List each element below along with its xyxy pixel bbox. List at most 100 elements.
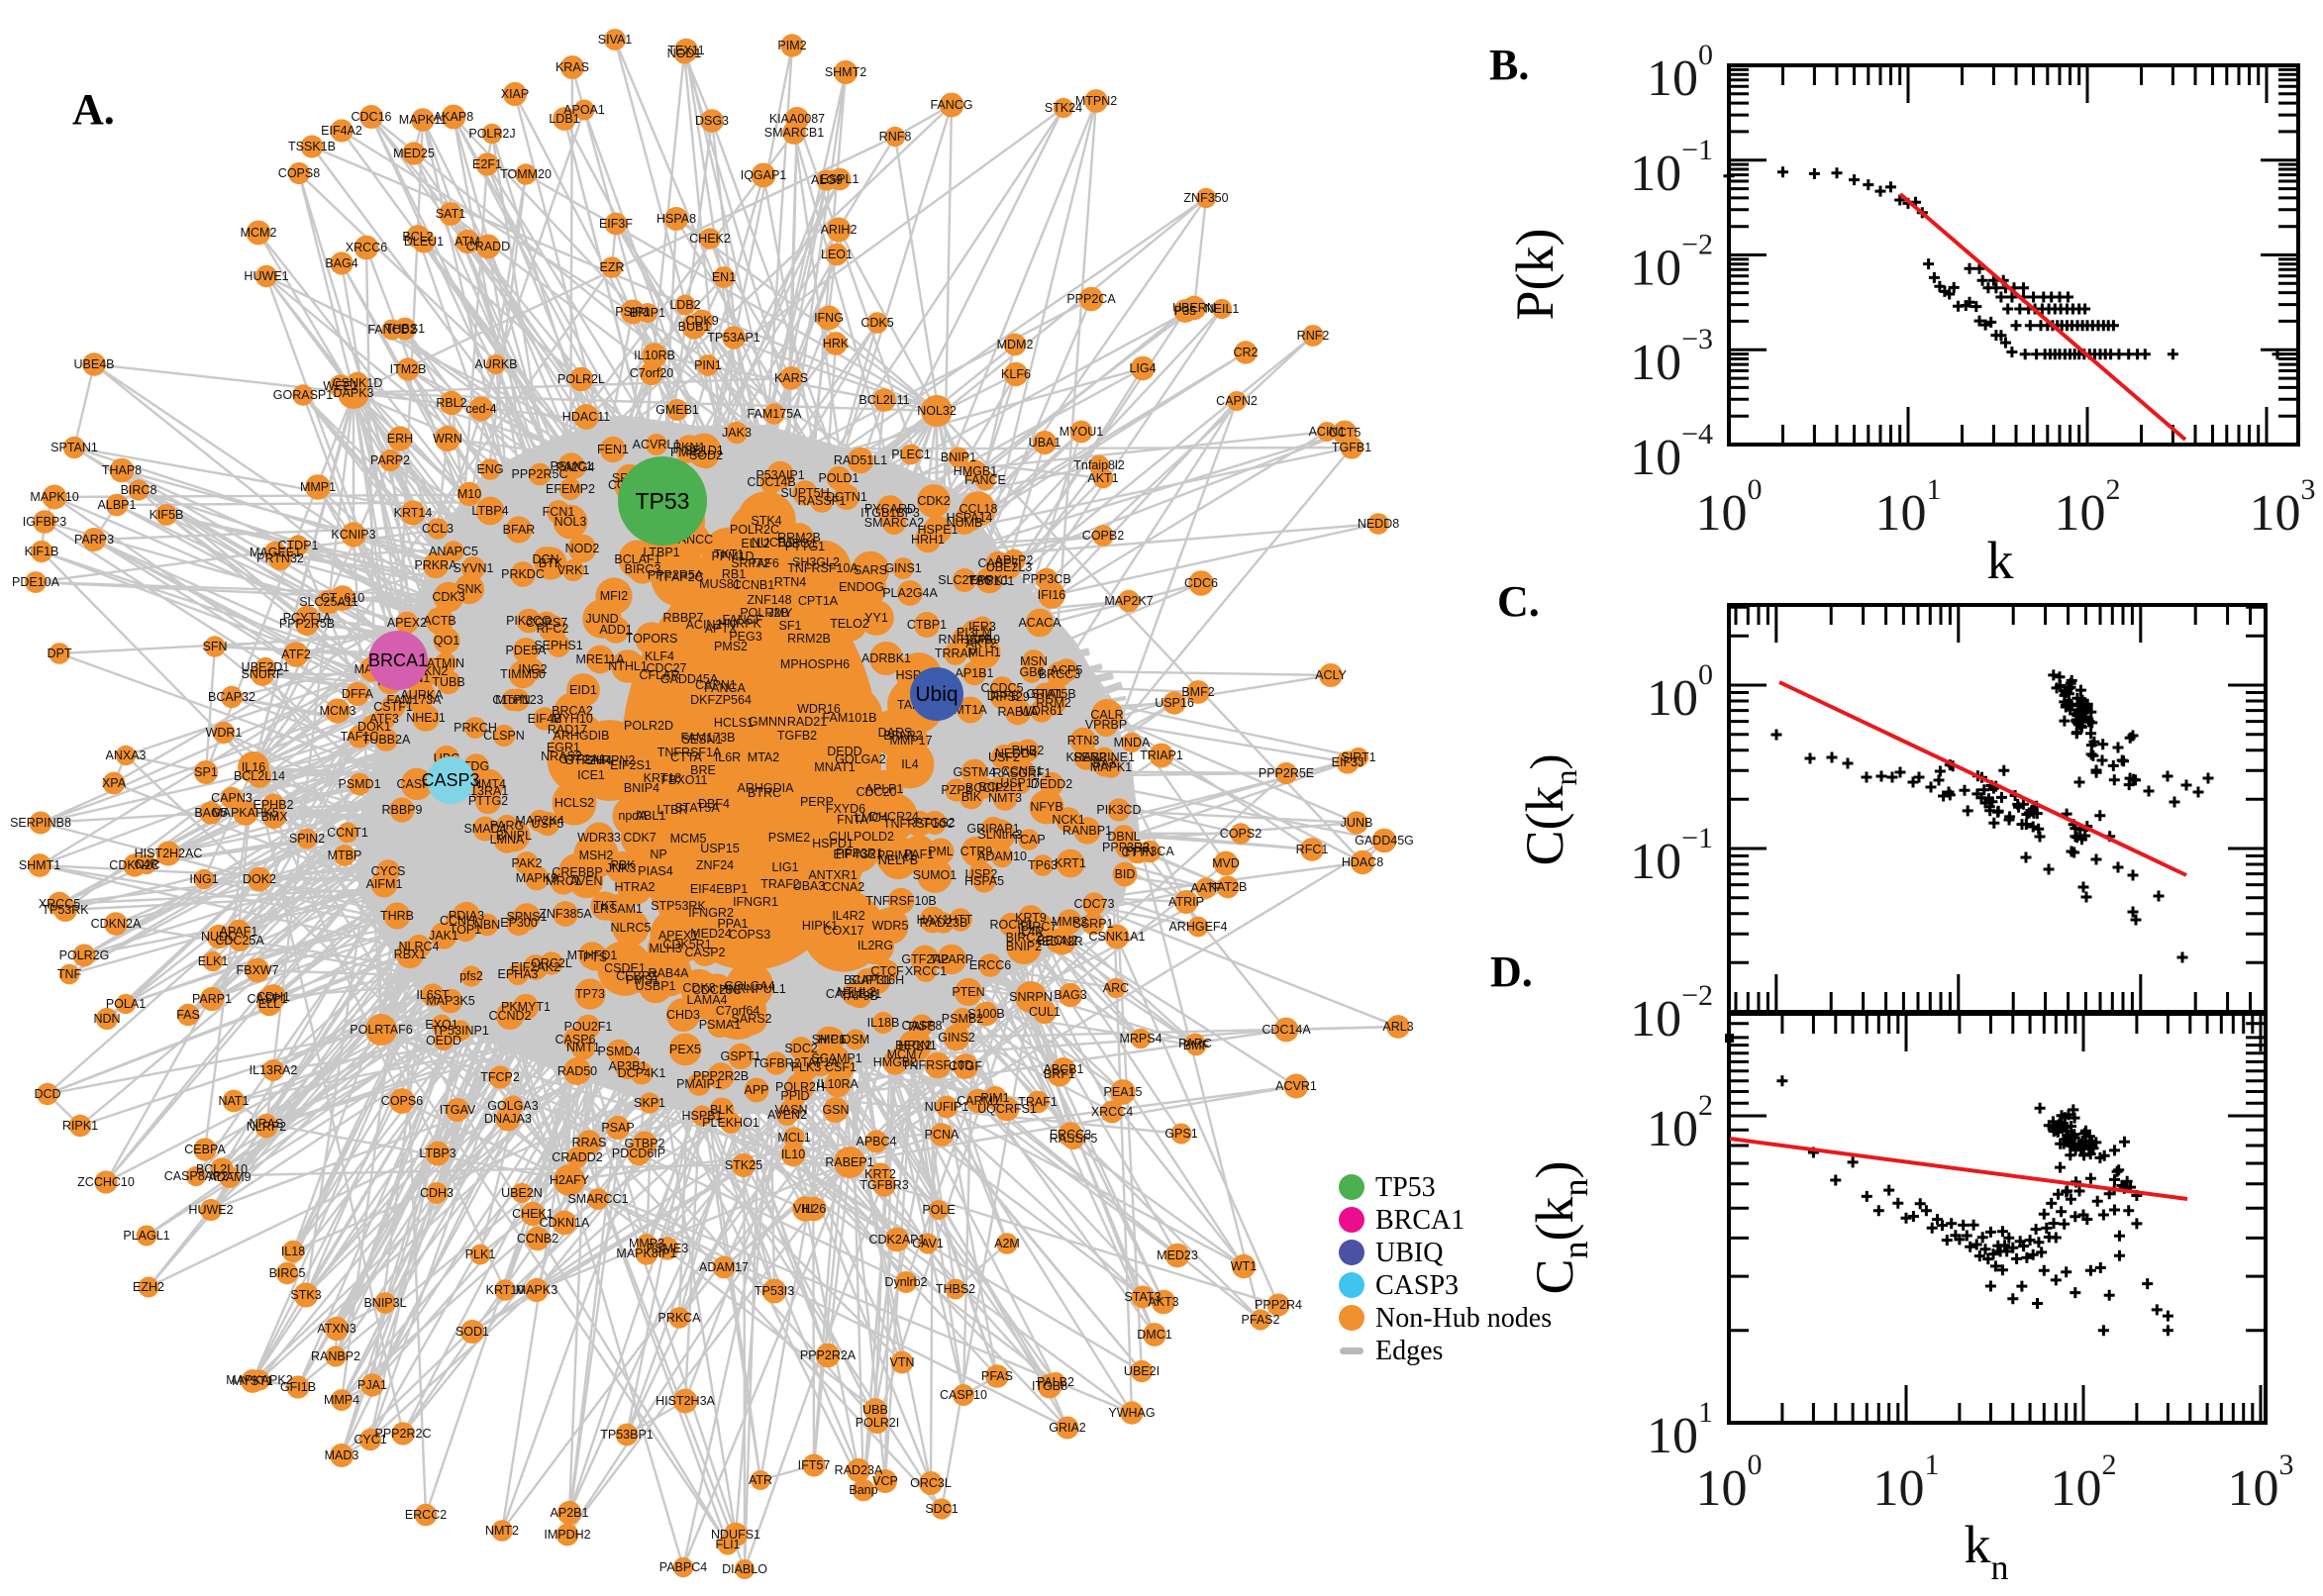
svg-text:NOL3: NOL3	[555, 515, 587, 529]
svg-text:ELK1: ELK1	[198, 954, 229, 968]
svg-text:MFI2: MFI2	[600, 589, 629, 603]
svg-text:EIF4EBP1: EIF4EBP1	[690, 882, 748, 896]
svg-text:GOLGA2: GOLGA2	[835, 752, 885, 766]
svg-text:CDC25A: CDC25A	[215, 934, 264, 948]
svg-text:TAF1C: TAF1C	[341, 730, 379, 744]
svg-text:MAP3K5: MAP3K5	[426, 994, 474, 1008]
svg-text:PEA15: PEA15	[1104, 1085, 1143, 1099]
svg-text:HRK: HRK	[823, 337, 850, 350]
svg-text:BNIP2: BNIP2	[1006, 940, 1042, 953]
svg-text:HSPA9: HSPA9	[960, 633, 1000, 647]
svg-text:NHEJ1: NHEJ1	[406, 711, 446, 725]
svg-text:POLR2J: POLR2J	[468, 127, 515, 141]
svg-text:ARL3: ARL3	[1382, 1020, 1413, 1034]
svg-text:MCM5: MCM5	[670, 832, 707, 846]
svg-text:AP2B1: AP2B1	[551, 1506, 589, 1520]
svg-text:RRM2B: RRM2B	[787, 632, 831, 646]
svg-text:CABLES1: CABLES1	[826, 987, 881, 1001]
svg-text:DCD: DCD	[34, 1087, 60, 1101]
svg-text:CDC16: CDC16	[352, 110, 392, 124]
svg-text:BIK: BIK	[961, 790, 982, 804]
svg-text:XRCC5: XRCC5	[39, 897, 80, 911]
svg-text:KRT14: KRT14	[394, 506, 433, 520]
svg-text:HSPA8: HSPA8	[656, 212, 696, 226]
svg-text:COPS3: COPS3	[729, 928, 770, 942]
svg-text:GSTM4: GSTM4	[953, 765, 995, 779]
svg-text:ING2: ING2	[518, 662, 547, 676]
svg-text:CASP8AP2: CASP8AP2	[164, 1169, 229, 1183]
svg-text:COX17: COX17	[824, 924, 864, 938]
svg-text:KRT18: KRT18	[644, 771, 682, 785]
svg-text:PRTN32: PRTN32	[256, 551, 304, 565]
svg-text:TOP1: TOP1	[450, 923, 481, 937]
svg-text:ENDOG: ENDOG	[839, 580, 884, 594]
svg-text:BMF: BMF	[1183, 1039, 1210, 1052]
svg-text:NTHL2: NTHL2	[837, 985, 876, 999]
svg-text:DFFA: DFFA	[342, 687, 374, 701]
svg-text:FAS: FAS	[176, 1008, 200, 1022]
svg-text:TOMM20: TOMM20	[500, 167, 552, 181]
svg-text:DNAJA3: DNAJA3	[484, 1112, 532, 1126]
svg-text:EPPK1: EPPK1	[969, 573, 1009, 587]
svg-text:CCNT1: CCNT1	[327, 826, 368, 840]
svg-text:KAT2B: KAT2B	[1209, 880, 1248, 894]
svg-text:CSTF1: CSTF1	[373, 700, 413, 714]
svg-text:CDC25C: CDC25C	[692, 983, 742, 997]
svg-text:POLR2C: POLR2C	[730, 523, 779, 537]
svg-text:TP53AP1: TP53AP1	[707, 331, 760, 345]
svg-text:APLP1: APLP1	[865, 782, 904, 796]
svg-text:CDKN2A: CDKN2A	[91, 917, 142, 931]
svg-text:NDN: NDN	[93, 1012, 120, 1026]
svg-text:MMP4: MMP4	[324, 1393, 359, 1407]
svg-text:SERPINE1: SERPINE1	[1073, 750, 1135, 764]
svg-text:EIF4A2: EIF4A2	[321, 124, 362, 138]
svg-text:PARC: PARC	[1178, 1037, 1212, 1050]
svg-text:BCL2L14: BCL2L14	[234, 769, 285, 783]
svg-text:PFAS: PFAS	[981, 1369, 1013, 1383]
svg-text:102: 102	[2051, 1448, 2117, 1517]
svg-text:SDC2: SDC2	[784, 1042, 817, 1055]
svg-text:101: 101	[1875, 473, 1942, 542]
svg-text:MED24: MED24	[690, 927, 732, 941]
svg-text:AIFM1: AIFM1	[366, 877, 403, 891]
svg-text:RRM2: RRM2	[1036, 696, 1070, 710]
svg-text:HCLS1: HCLS1	[714, 716, 754, 730]
svg-text:PMS2: PMS2	[714, 640, 748, 653]
svg-text:WDR16: WDR16	[797, 702, 841, 716]
svg-text:RBBP7: RBBP7	[663, 611, 704, 625]
svg-text:APLP2: APLP2	[995, 553, 1034, 567]
svg-text:DCP4K1: DCP4K1	[618, 1066, 666, 1080]
svg-text:ORC2L: ORC2L	[531, 956, 572, 970]
svg-text:GADD45G: GADD45G	[1355, 834, 1414, 848]
svg-text:CEBPZ: CEBPZ	[616, 969, 657, 983]
svg-text:HIP1: HIP1	[818, 1033, 846, 1047]
svg-text:TP53: TP53	[1375, 1172, 1436, 1203]
svg-text:PSAP: PSAP	[601, 1121, 634, 1135]
svg-text:PSMC1: PSMC1	[550, 459, 592, 473]
svg-text:THBS2: THBS2	[936, 1282, 975, 1296]
svg-text:STK4: STK4	[751, 514, 781, 528]
svg-text:APAF1: APAF1	[220, 925, 258, 939]
svg-text:TRAF1: TRAF1	[1018, 1095, 1058, 1109]
svg-text:CSDE1: CSDE1	[604, 961, 646, 975]
svg-text:IL2RG: IL2RG	[858, 939, 893, 952]
svg-text:TKT1: TKT1	[714, 548, 745, 561]
svg-text:HNRNPUL1: HNRNPUL1	[719, 982, 785, 996]
svg-text:TAF6: TAF6	[750, 556, 779, 570]
svg-text:CTGF: CTGF	[949, 1059, 982, 1073]
svg-text:FANCD2: FANCD2	[367, 323, 416, 337]
svg-text:TP53INP1: TP53INP1	[432, 1024, 489, 1038]
svg-text:HIPK1: HIPK1	[802, 919, 838, 933]
svg-text:ACVRL1: ACVRL1	[633, 438, 681, 451]
svg-text:ACP5: ACP5	[1051, 663, 1083, 677]
svg-text:PPP2R2A: PPP2R2A	[800, 1348, 857, 1362]
svg-text:PRKCH: PRKCH	[454, 721, 497, 735]
svg-text:POLD1: POLD1	[819, 471, 859, 485]
svg-text:NUDC: NUDC	[201, 930, 237, 944]
svg-text:BMF2: BMF2	[1181, 685, 1214, 699]
svg-text:PDIA3: PDIA3	[449, 909, 484, 923]
svg-text:NUFIP1: NUFIP1	[925, 1100, 969, 1114]
svg-text:PRKRA: PRKRA	[414, 558, 457, 572]
svg-text:IL6R: IL6R	[715, 750, 741, 764]
svg-text:COPS8: COPS8	[278, 166, 320, 180]
